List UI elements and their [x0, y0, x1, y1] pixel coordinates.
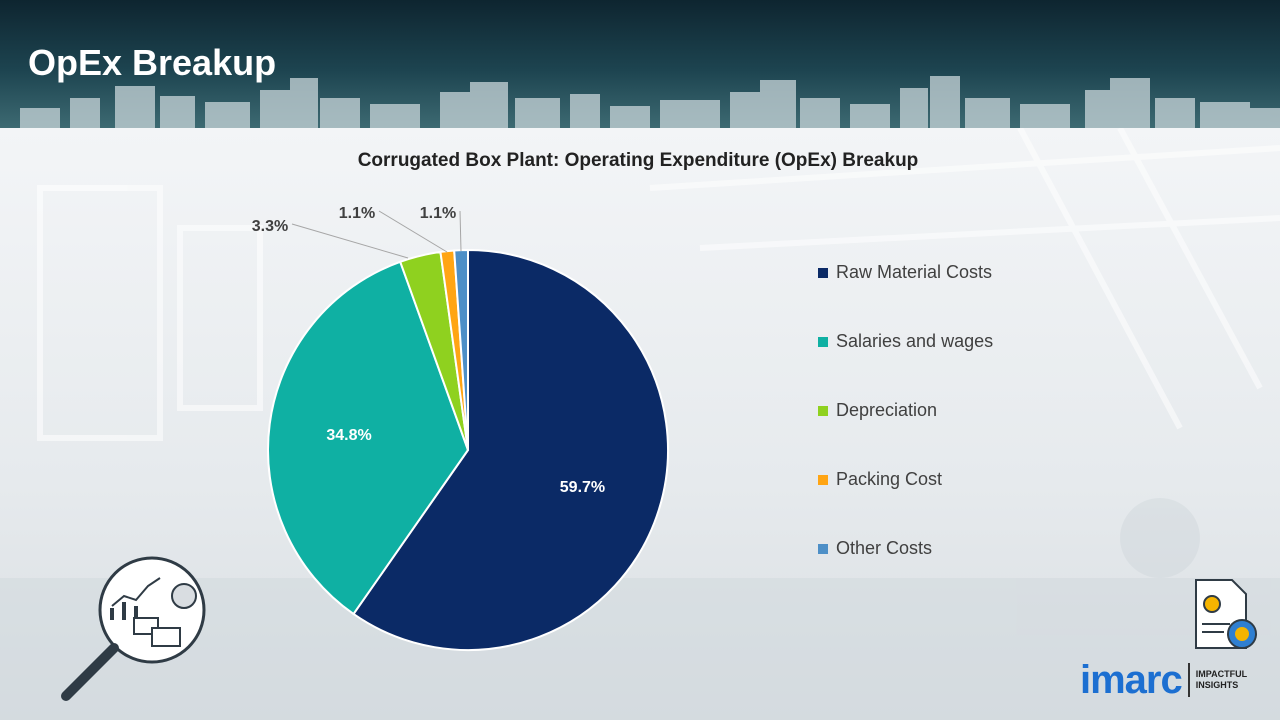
pie-data-label: 1.1% [339, 205, 375, 222]
pie-slice-salaries-and-wages [267, 260, 470, 616]
legend-label: Other Costs [836, 538, 933, 558]
factory-background-decoration [0, 128, 1280, 720]
legend-swatch [818, 543, 828, 554]
pie-data-label: 3.3% [252, 218, 288, 235]
pie-data-label: 34.8% [326, 427, 371, 444]
pie-data-label: 1.1% [420, 205, 456, 222]
analytics-magnifier-icon [61, 556, 206, 701]
pie-slice-raw-material-costs [352, 248, 669, 651]
pie-leader-line [378, 210, 448, 253]
legend-item-depreciation: Depreciation [818, 400, 937, 421]
legend-label: Packing Cost [836, 469, 943, 489]
legend-label: Salaries and wages [836, 331, 994, 351]
header-banner: OpEx Breakup [0, 0, 1280, 128]
page-title: OpEx Breakup [28, 42, 277, 83]
brand-tagline-line2: INSIGHTS [1195, 680, 1239, 690]
legend-item-salaries: Salaries and wages [818, 331, 993, 352]
legend-label: Depreciation [836, 400, 938, 420]
legend-item-other: Other Costs [818, 538, 932, 559]
brand-logo: imarc IMPACTFUL INSIGHTS [1080, 660, 1256, 700]
legend-item-raw-material: Raw Material Costs [818, 262, 992, 283]
pie-leader-line [459, 210, 462, 252]
legend-swatch [818, 336, 828, 347]
legend-item-packing: Packing Cost [818, 469, 942, 490]
legend-swatch [818, 474, 828, 485]
pie-data-label: 59.7% [560, 479, 605, 496]
legend-swatch [818, 405, 828, 416]
brand-tagline-line1: IMPACTFUL [1195, 669, 1248, 679]
brand-divider [1187, 663, 1190, 697]
financial-report-icon [1195, 579, 1257, 649]
brand-name: imarc [1080, 658, 1183, 702]
brand-tagline: IMPACTFUL INSIGHTS [1196, 669, 1256, 691]
pie-leader-line [291, 223, 409, 259]
city-skyline-decoration [20, 76, 1280, 128]
chart-title: Corrugated Box Plant: Operating Expendit… [357, 150, 919, 171]
legend-label: Raw Material Costs [836, 262, 993, 282]
legend-swatch [818, 267, 828, 278]
